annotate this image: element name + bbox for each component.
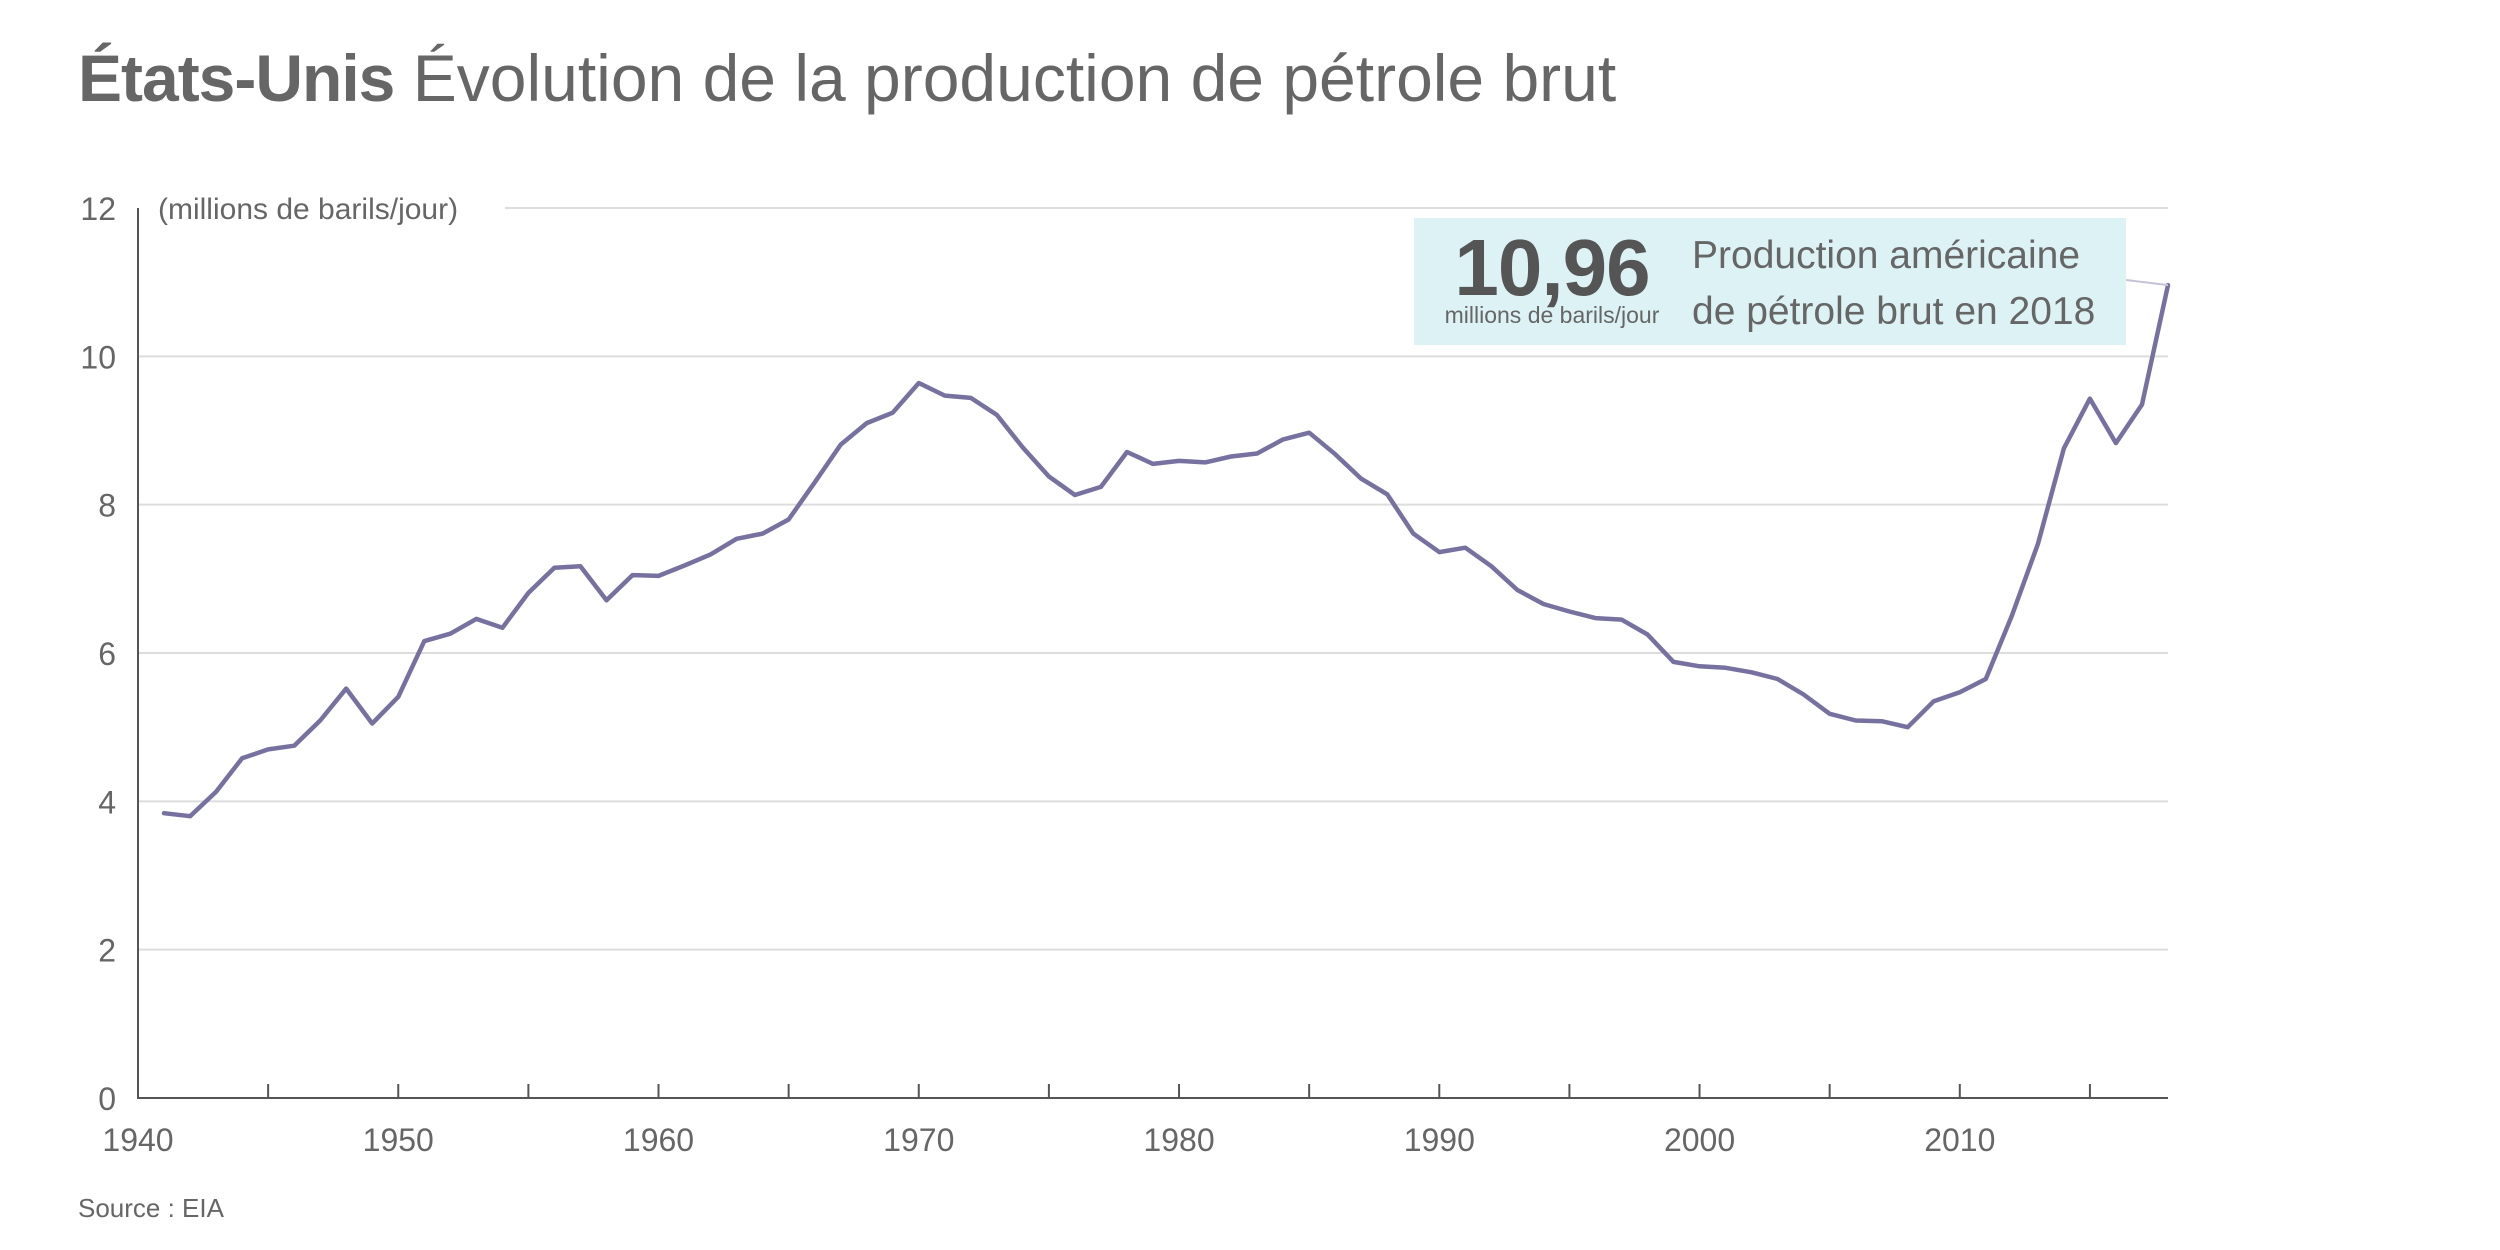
x-tick-label-1960: 1960 <box>623 1122 694 1158</box>
x-tick-label-2000: 2000 <box>1664 1122 1735 1158</box>
x-tick-label-1950: 1950 <box>363 1122 434 1158</box>
y-axis-label: (millions de barils/jour) <box>158 193 458 226</box>
y-tick-label-6: 6 <box>98 636 116 672</box>
callout-unit: millions de barils/jour <box>1444 302 1660 328</box>
callout-leader-line <box>2125 279 2169 287</box>
x-tick-label-1980: 1980 <box>1143 1122 1214 1158</box>
callout-line-2: de pétrole brut en 2018 <box>1692 290 2096 333</box>
y-tick-label-4: 4 <box>98 784 116 820</box>
x-tick-label-1970: 1970 <box>883 1122 954 1158</box>
y-tick-label-10: 10 <box>80 339 116 375</box>
x-tick-label-2010: 2010 <box>1924 1122 1995 1158</box>
y-tick-label-0: 0 <box>98 1081 116 1117</box>
value-callout: 10,96 millions de barils/jour Production… <box>1414 218 2126 345</box>
y-tick-label-8: 8 <box>98 488 116 524</box>
chart-title: États-Unis Évolution de la production de… <box>78 40 1616 116</box>
y-tick-label-2: 2 <box>98 933 116 969</box>
callout-line-1: Production américaine <box>1692 234 2081 277</box>
x-tick-label-1990: 1990 <box>1404 1122 1475 1158</box>
source-note: Source : EIA <box>78 1193 224 1223</box>
series-line-0 <box>161 282 2171 819</box>
y-tick-label-12: 12 <box>80 191 116 227</box>
title-subject: Évolution de la production de pétrole br… <box>412 41 1617 115</box>
x-tick-label-1940: 1940 <box>102 1122 173 1158</box>
callout-value: 10,96 <box>1454 223 1650 312</box>
callout-description: Production américaine de pétrole brut en… <box>1692 228 2112 340</box>
title-country: États-Unis <box>78 41 395 115</box>
